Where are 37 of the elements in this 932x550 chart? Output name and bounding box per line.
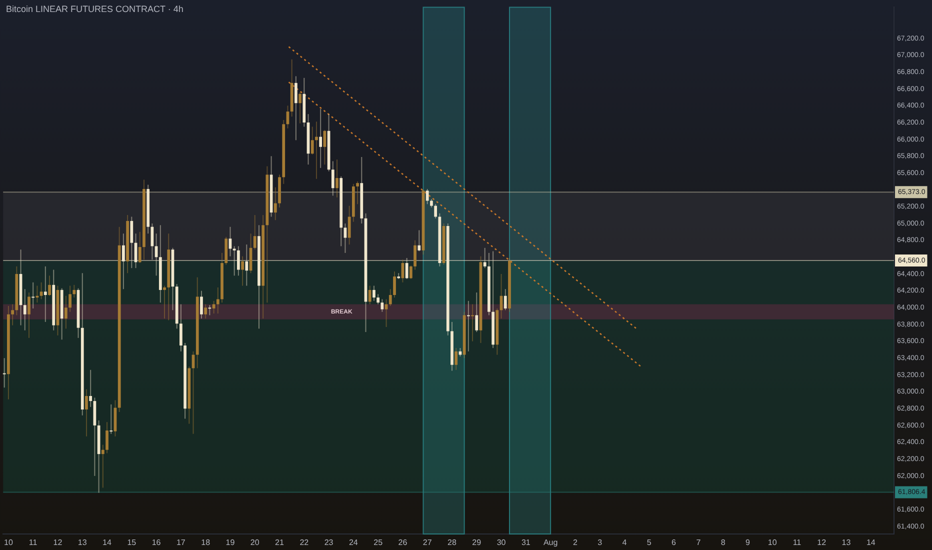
x-tick-label: 13 bbox=[78, 538, 88, 548]
x-tick-label: 17 bbox=[176, 538, 186, 548]
x-tick-label: 4 bbox=[622, 538, 628, 548]
x-tick-label: 19 bbox=[226, 538, 236, 548]
x-tick-label: 25 bbox=[374, 538, 384, 548]
x-tick-label: 14 bbox=[866, 538, 876, 548]
x-tick-label: 23 bbox=[324, 538, 334, 548]
x-tick-label: 16 bbox=[152, 538, 162, 548]
x-tick-label: 21 bbox=[275, 538, 284, 548]
x-tick-label: 14 bbox=[102, 538, 112, 548]
x-tick-label: Aug bbox=[543, 538, 558, 548]
x-tick-label: 11 bbox=[28, 538, 38, 548]
x-tick-label: 6 bbox=[672, 538, 677, 548]
x-tick-label: 10 bbox=[4, 538, 14, 548]
x-tick-label: 18 bbox=[201, 538, 211, 548]
x-tick-label: 28 bbox=[448, 538, 457, 548]
x-tick-label: 20 bbox=[250, 538, 260, 548]
x-tick-label: 12 bbox=[53, 538, 63, 548]
x-tick-label: 29 bbox=[472, 538, 482, 548]
x-tick-label: 30 bbox=[496, 538, 506, 548]
x-tick-label: 26 bbox=[398, 538, 408, 548]
x-tick-label: 2 bbox=[572, 538, 578, 548]
x-tick-label: 7 bbox=[696, 538, 702, 548]
x-tick-label: 9 bbox=[745, 538, 750, 548]
x-tick-label: 24 bbox=[348, 538, 358, 548]
x-tick-label: 13 bbox=[842, 538, 852, 548]
x-tick-label: 12 bbox=[817, 538, 827, 548]
x-tick-label: 22 bbox=[300, 538, 310, 548]
x-tick-label: 11 bbox=[792, 538, 802, 548]
x-tick-label: 5 bbox=[646, 538, 652, 548]
chart-title: Bitcoin LINEAR FUTURES CONTRACT · 4h bbox=[6, 4, 184, 14]
x-tick-label: 10 bbox=[768, 538, 778, 548]
x-tick-label: 31 bbox=[521, 538, 531, 548]
x-tick-label: 8 bbox=[720, 538, 726, 548]
x-tick-label: 3 bbox=[598, 538, 603, 548]
x-tick-label: 15 bbox=[127, 538, 137, 548]
x-tick-label: 27 bbox=[422, 538, 432, 548]
